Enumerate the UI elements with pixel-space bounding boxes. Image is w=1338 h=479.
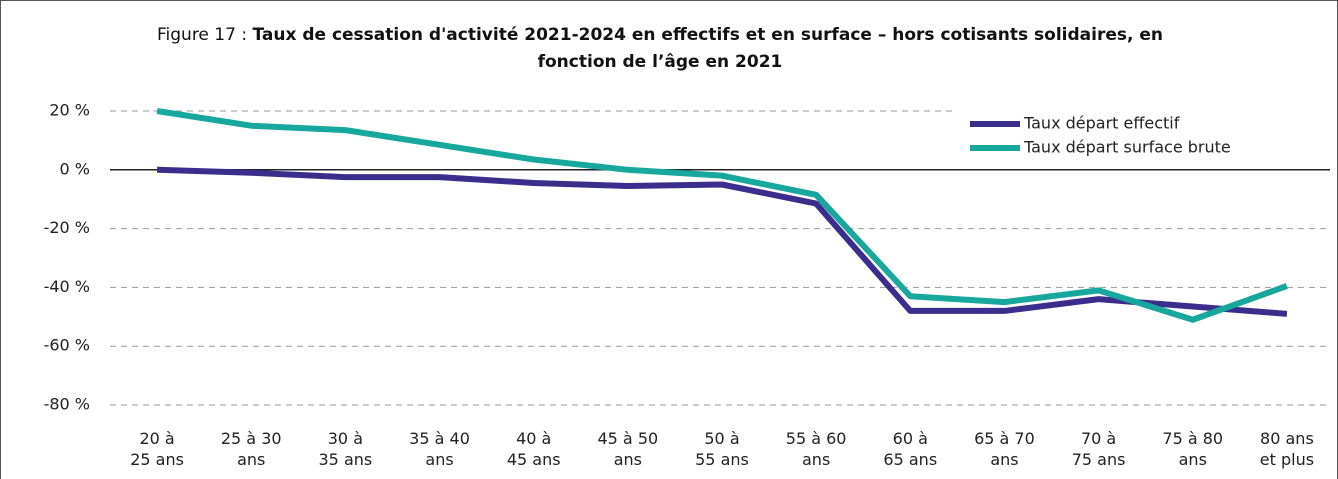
x-tick-label: 20 à 25 ans xyxy=(130,429,184,469)
x-tick-label: 50 à 55 ans xyxy=(695,429,749,469)
x-tick-label: 55 à 60 ans xyxy=(785,429,847,469)
y-tick-label: 20 % xyxy=(49,101,90,120)
y-tick-label: -80 % xyxy=(44,395,90,414)
legend-label: Taux départ surface brute xyxy=(1023,138,1231,157)
y-tick-label: -60 % xyxy=(44,336,90,355)
title-prefix: Figure 17 : xyxy=(156,25,248,45)
title-text: Taux de cessation d'activité 2021-2024 e… xyxy=(252,25,1163,72)
x-tick-label: 30 à 35 ans xyxy=(318,429,373,469)
x-tick-label: 25 à 30 ans xyxy=(220,429,282,469)
y-tick-label: -40 % xyxy=(44,277,90,296)
legend-box xyxy=(955,108,1330,166)
y-tick-label: -20 % xyxy=(44,218,90,237)
x-tick-label: 60 à 65 ans xyxy=(883,429,938,469)
line-series xyxy=(156,166,1288,317)
y-tick-label: 0 % xyxy=(60,159,90,178)
line-series xyxy=(156,108,1288,323)
legend-label: Taux départ effectif xyxy=(1023,114,1180,133)
x-tick-label: 40 à 45 ans xyxy=(506,429,561,469)
chart-title: Figure 17 : Taux de cessation d'activité… xyxy=(150,22,1170,76)
x-tick-label: 45 à 50 ans xyxy=(597,429,659,469)
x-tick-label: 80 ans et plus xyxy=(1259,429,1315,469)
x-tick-label: 35 à 40 ans xyxy=(409,429,470,469)
x-tick-label: 70 à 75 ans xyxy=(1071,429,1126,469)
x-tick-label: 75 à 80 ans xyxy=(1162,429,1224,469)
x-tick-label: 65 à 70 ans xyxy=(974,429,1035,469)
